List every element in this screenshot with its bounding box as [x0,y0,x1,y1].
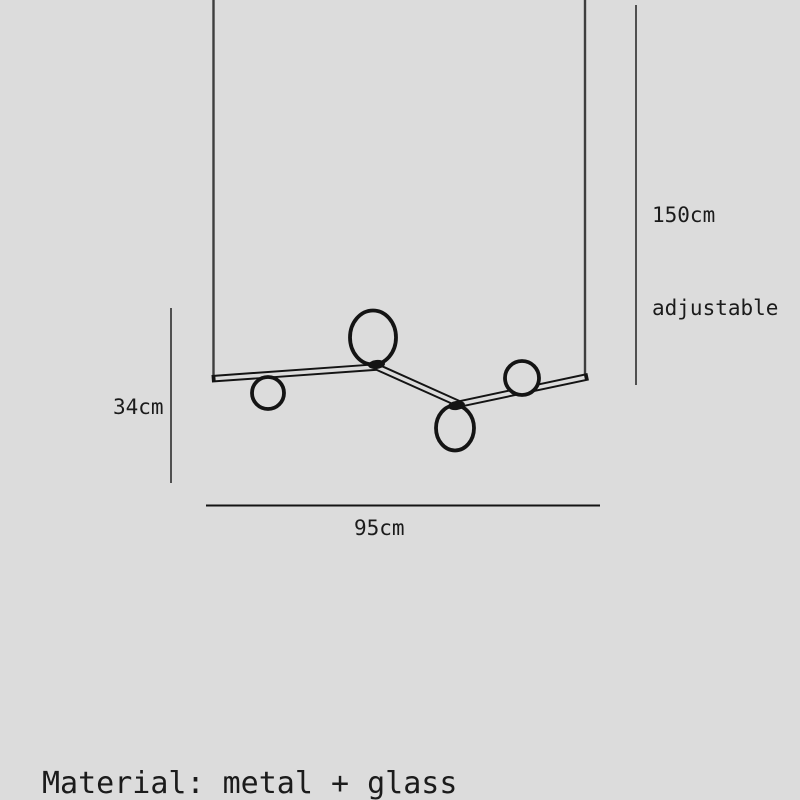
width-dimension-label: 95cm [354,516,405,540]
globe-3-socket [448,400,465,411]
drop-dimension-label: 150cm adjustable [652,138,778,386]
drop-dimension-note: adjustable [652,296,779,320]
material-spec: Material: metal + glass [42,766,458,800]
glass-globe-2 [348,308,398,367]
glass-globe-3 [434,403,476,453]
glass-globe-4 [503,359,541,397]
globe-2-socket [368,359,385,370]
glass-globe-1 [250,375,286,411]
product-specs: Material: metal + glass Bulb: G9*4 [42,679,457,800]
drop-dimension-value: 150cm [652,203,716,227]
height-dimension-label: 34cm [113,395,164,419]
